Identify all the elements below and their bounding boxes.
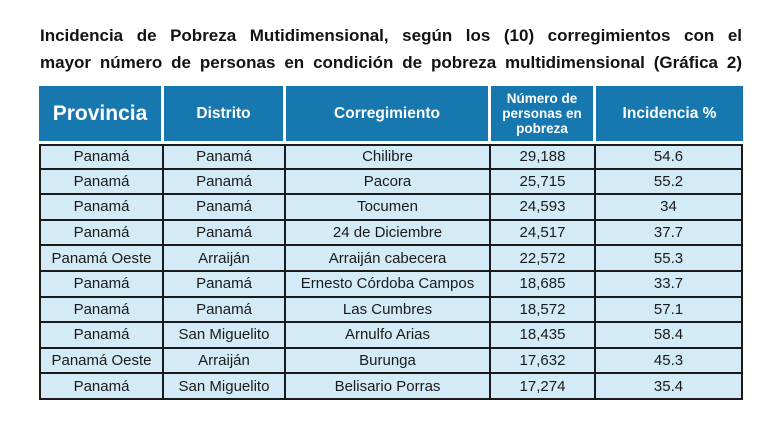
- table-cell: 37.7: [596, 220, 743, 247]
- table-cell: 29,188: [491, 144, 596, 170]
- table-cell: Panamá: [39, 297, 164, 324]
- table-cell: Panamá: [39, 323, 164, 349]
- table-cell: Panamá: [164, 195, 286, 221]
- table-cell: 54.6: [596, 144, 743, 170]
- table-cell: 18,435: [491, 323, 596, 349]
- column-header-corregimiento: Corregimiento: [286, 86, 491, 141]
- table-cell: Burunga: [286, 348, 491, 375]
- table-cell: Panamá: [164, 169, 286, 196]
- table-cell: Arnulfo Arias: [286, 323, 491, 349]
- table-cell: 45.3: [596, 348, 743, 375]
- chart-title-line2: mayor número de personas en condición de…: [40, 53, 742, 72]
- table-cell: 58.4: [596, 323, 743, 349]
- table-cell: Panamá: [164, 271, 286, 298]
- table-cell: Pacora: [286, 169, 491, 196]
- table-cell: Panamá: [39, 144, 164, 170]
- table-cell: Arraiján: [164, 348, 286, 375]
- table-cell: Panamá: [39, 220, 164, 247]
- table-cell: Arraiján: [164, 246, 286, 272]
- table-cell: Panamá: [39, 374, 164, 400]
- table-cell: 34: [596, 195, 743, 221]
- table-cell: Panamá: [39, 195, 164, 221]
- table-body: Panamá Panamá Chilibre 29,188 54.6 Panamá Pana…: [39, 144, 743, 400]
- table-cell: Panamá: [164, 297, 286, 324]
- table-header: Provincia Distrito Corregimiento Número …: [39, 86, 743, 141]
- table-cell: Las Cumbres: [286, 297, 491, 324]
- table-cell: San Miguelito: [164, 323, 286, 349]
- chart-title: Incidencia de Pobreza Mutidimensional, s…: [40, 22, 742, 76]
- table-cell: Panamá: [164, 144, 286, 170]
- table-cell: Belisario Porras: [286, 374, 491, 400]
- poverty-table: Provincia Distrito Corregimiento Número …: [39, 86, 743, 400]
- column-header-numero-personas: Número de personas en pobreza: [491, 86, 596, 141]
- table-cell: Panamá Oeste: [39, 246, 164, 272]
- table-cell: 24,593: [491, 195, 596, 221]
- column-header-distrito: Distrito: [164, 86, 286, 141]
- table-cell: 55.2: [596, 169, 743, 196]
- table-cell: Panamá: [39, 271, 164, 298]
- table-cell: 55.3: [596, 246, 743, 272]
- table-cell: 35.4: [596, 374, 743, 400]
- column-header-provincia: Provincia: [39, 86, 164, 141]
- table-cell: San Miguelito: [164, 374, 286, 400]
- table-cell: Panamá: [39, 169, 164, 196]
- table-cell: Chilibre: [286, 144, 491, 170]
- table-cell: 24,517: [491, 220, 596, 247]
- table-cell: Panamá: [164, 220, 286, 247]
- table-cell: Panamá Oeste: [39, 348, 164, 375]
- table-cell: 24 de Diciembre: [286, 220, 491, 247]
- table-cell: Tocumen: [286, 195, 491, 221]
- table-cell: 57.1: [596, 297, 743, 324]
- table-cell: 18,572: [491, 297, 596, 324]
- table-cell: 17,274: [491, 374, 596, 400]
- table-cell: 22,572: [491, 246, 596, 272]
- table-cell: 25,715: [491, 169, 596, 196]
- table-cell: 33.7: [596, 271, 743, 298]
- chart-title-line1: Incidencia de Pobreza Mutidimensional, s…: [40, 26, 742, 45]
- table-cell: Arraiján cabecera: [286, 246, 491, 272]
- column-header-incidencia: Incidencia %: [596, 86, 743, 141]
- table-cell: Ernesto Córdoba Campos: [286, 271, 491, 298]
- table-cell: 18,685: [491, 271, 596, 298]
- table-cell: 17,632: [491, 348, 596, 375]
